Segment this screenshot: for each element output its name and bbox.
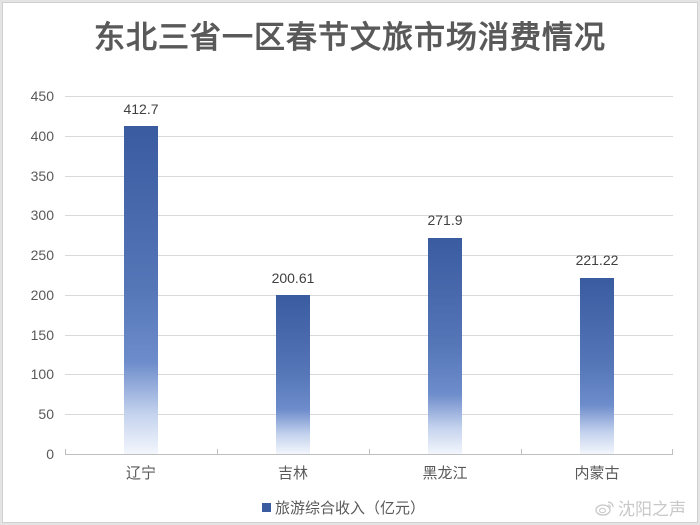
y-tick-label: 350 [30, 168, 54, 184]
y-tick-label: 200 [30, 287, 54, 303]
y-tick-label: 450 [30, 88, 54, 104]
y-tick-label: 300 [30, 207, 54, 223]
watermark-text: 沈阳之声 [618, 500, 686, 520]
bar-heilongjiang[interactable] [428, 238, 462, 454]
bar-jilin[interactable] [276, 295, 310, 454]
gridline [65, 255, 673, 256]
watermark: 沈阳之声 [595, 495, 686, 520]
gridline [65, 295, 673, 296]
gridline [65, 374, 673, 375]
legend[interactable]: 旅游综合收入（亿元） [262, 497, 425, 518]
y-tick-label: 100 [30, 366, 54, 382]
chart-title: 东北三省一区春节文旅市场消费情况 [94, 20, 606, 56]
weibo-icon [595, 500, 614, 516]
gridline [65, 96, 673, 97]
x-tick-label: 内蒙古 [574, 464, 620, 482]
x-tick-label: 黑龙江 [422, 464, 468, 482]
y-tick-label: 150 [30, 327, 54, 343]
x-axis-tick [65, 449, 66, 454]
data-label: 200.61 [271, 270, 315, 286]
y-tick-label: 0 [46, 446, 54, 462]
legend-label: 旅游综合收入（亿元） [275, 499, 426, 517]
bar-liaoning[interactable] [124, 126, 158, 454]
x-axis-tick [217, 449, 218, 454]
y-tick-label: 50 [38, 406, 54, 422]
bar-neimenggu[interactable] [580, 278, 614, 454]
data-label: 412.7 [123, 101, 159, 117]
gridline [65, 176, 673, 177]
gridline [65, 335, 673, 336]
data-label: 271.9 [427, 212, 463, 228]
x-axis-line [65, 454, 673, 455]
x-axis-tick [369, 449, 370, 454]
legend-swatch [262, 503, 271, 512]
data-label: 221.22 [575, 252, 619, 268]
x-axis-tick [521, 449, 522, 454]
x-tick-label: 辽宁 [125, 464, 156, 482]
y-tick-label: 400 [30, 128, 54, 144]
x-tick-label: 吉林 [277, 464, 308, 482]
gridline [65, 414, 673, 415]
gridline [65, 136, 673, 137]
x-axis-tick [672, 449, 673, 454]
gridline [65, 215, 673, 216]
y-tick-label: 250 [30, 247, 54, 263]
